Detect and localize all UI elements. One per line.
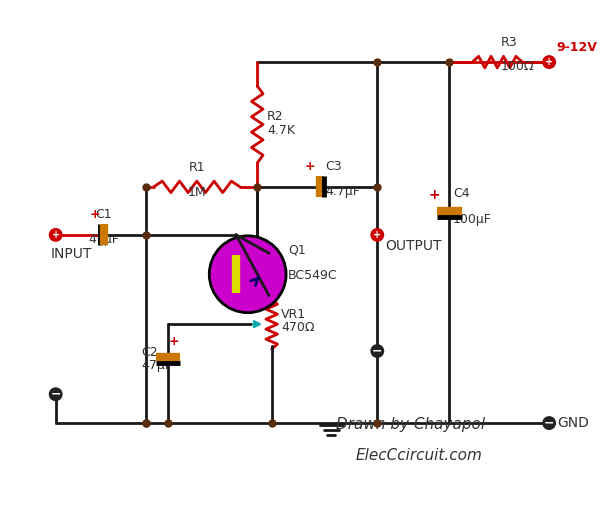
Text: Q1: Q1	[288, 244, 306, 257]
Text: GND: GND	[557, 416, 589, 430]
Text: 9-12V: 9-12V	[557, 41, 598, 54]
Text: VR1: VR1	[281, 308, 307, 321]
Text: C4: C4	[453, 187, 470, 200]
Text: INPUT: INPUT	[51, 247, 92, 261]
Text: −: −	[544, 417, 554, 430]
Text: C1: C1	[95, 208, 112, 221]
Text: R3: R3	[501, 36, 518, 49]
Text: 100μF: 100μF	[453, 213, 492, 226]
Text: +: +	[169, 335, 179, 348]
Circle shape	[371, 229, 383, 241]
Text: −: −	[50, 388, 61, 401]
Circle shape	[543, 56, 556, 68]
Text: 1M: 1M	[187, 186, 206, 199]
Text: 47μF: 47μF	[88, 233, 119, 246]
Circle shape	[543, 417, 556, 429]
Text: +: +	[305, 160, 316, 174]
Text: +: +	[545, 57, 553, 67]
Text: −: −	[372, 345, 383, 357]
Text: +: +	[90, 208, 100, 221]
Text: 4.7K: 4.7K	[267, 124, 295, 137]
Circle shape	[371, 345, 383, 357]
Circle shape	[49, 388, 62, 400]
Text: R2: R2	[267, 110, 284, 123]
Text: OUTPUT: OUTPUT	[385, 240, 442, 253]
Circle shape	[49, 229, 62, 241]
Text: R1: R1	[188, 161, 205, 175]
Text: 470Ω: 470Ω	[281, 321, 315, 333]
Text: C3: C3	[325, 160, 342, 174]
Text: C2: C2	[141, 346, 158, 358]
Text: Drawn by Chayapol: Drawn by Chayapol	[336, 417, 485, 433]
Text: +: +	[428, 188, 440, 202]
Text: 100Ω: 100Ω	[501, 60, 535, 73]
Text: 47μF: 47μF	[141, 359, 172, 372]
Text: +: +	[52, 230, 60, 240]
Circle shape	[209, 236, 286, 313]
Text: BC549C: BC549C	[288, 269, 338, 283]
Text: 4.7μF: 4.7μF	[325, 185, 361, 198]
Text: +: +	[373, 230, 382, 240]
Text: ElecCcircuit.com: ElecCcircuit.com	[355, 448, 482, 463]
